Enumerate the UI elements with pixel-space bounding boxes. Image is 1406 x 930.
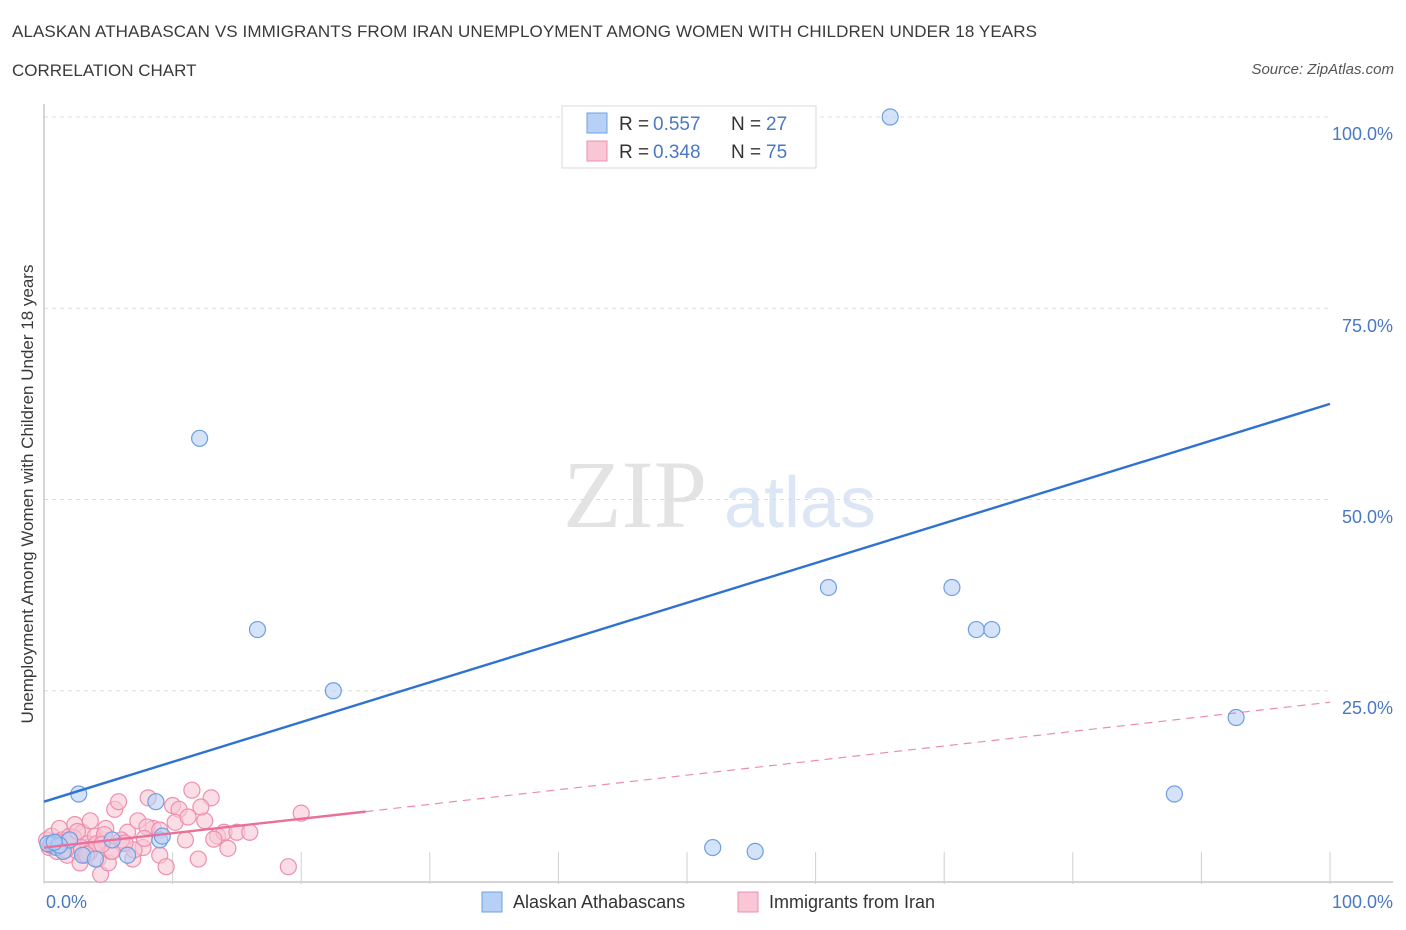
point-iran bbox=[189, 850, 207, 868]
legend-r-value: 0.348 bbox=[653, 142, 701, 163]
legend-swatch-athabascan bbox=[586, 112, 608, 134]
point-athabascan bbox=[86, 850, 105, 868]
point-athabascan bbox=[118, 846, 137, 864]
bottom-legend-label-iran: Immigrants from Iran bbox=[769, 892, 935, 912]
legend-n-value: 27 bbox=[766, 114, 787, 135]
legend-n-value: 75 bbox=[766, 142, 787, 163]
point-athabascan bbox=[967, 620, 985, 639]
point-athabascan bbox=[746, 842, 764, 861]
trendline-iran bbox=[43, 810, 366, 849]
point-iran bbox=[176, 831, 195, 849]
point-athabascan bbox=[248, 620, 267, 639]
point-iran bbox=[179, 808, 197, 826]
x-tick-label: 100.0% bbox=[1332, 892, 1393, 912]
point-athabascan bbox=[191, 429, 209, 447]
source-label: Source: ZipAtlas.com bbox=[1251, 61, 1394, 78]
legend-r-label: R = bbox=[619, 142, 649, 163]
point-iran bbox=[192, 798, 210, 816]
bottom-legend: Alaskan Athabascans Immigrants from Iran bbox=[481, 891, 935, 913]
ticks: 100.0% 75.0% 50.0% 25.0% 0.0% 100.0% bbox=[43, 124, 1393, 912]
y-axis-label: Unemployment Among Women with Children U… bbox=[18, 265, 37, 724]
point-iran bbox=[279, 858, 297, 876]
trendlines bbox=[43, 402, 1331, 849]
point-athabascan bbox=[983, 620, 1001, 639]
legend-n-label: N = bbox=[731, 142, 761, 163]
point-iran bbox=[292, 804, 310, 822]
y-tick-label: 100.0% bbox=[1332, 124, 1393, 144]
point-iran bbox=[219, 839, 237, 857]
watermark-zip: ZIP bbox=[563, 441, 707, 548]
point-iran bbox=[183, 781, 201, 799]
point-athabascan bbox=[704, 838, 722, 857]
point-athabascan bbox=[324, 682, 342, 700]
bottom-legend-swatch-athabascan bbox=[481, 891, 503, 913]
legend-r-value: 0.557 bbox=[653, 114, 701, 135]
watermark: ZIP atlas bbox=[563, 441, 876, 548]
bottom-legend-label-athabascan: Alaskan Athabascans bbox=[513, 892, 685, 912]
legend-r-label: R = bbox=[619, 114, 649, 135]
watermark-atlas: atlas bbox=[724, 463, 876, 543]
chart-title: ALASKAN ATHABASCAN VS IMMIGRANTS FROM IR… bbox=[12, 22, 1038, 41]
legend-box: R = 0.557 N = 27 R = 0.348 N = 75 bbox=[561, 105, 817, 169]
point-iran bbox=[205, 830, 223, 848]
y-tick-label: 50.0% bbox=[1342, 507, 1393, 527]
point-iran bbox=[157, 858, 175, 876]
point-iran bbox=[135, 829, 153, 847]
point-iran bbox=[109, 793, 128, 811]
bottom-legend-swatch-iran bbox=[737, 891, 759, 913]
x-tick-label: 0.0% bbox=[46, 892, 87, 912]
axes bbox=[43, 104, 1393, 883]
grid bbox=[44, 116, 1330, 692]
legend-swatch-iran bbox=[586, 140, 608, 162]
point-iran bbox=[81, 812, 99, 830]
point-athabascan bbox=[147, 793, 165, 811]
point-iran bbox=[241, 823, 259, 841]
point-athabascan bbox=[1165, 785, 1183, 803]
y-tick-label: 25.0% bbox=[1342, 698, 1393, 718]
legend-n-label: N = bbox=[731, 114, 761, 135]
data-points bbox=[37, 108, 1245, 883]
point-athabascan bbox=[1227, 708, 1245, 727]
y-tick-label: 75.0% bbox=[1342, 316, 1393, 336]
point-athabascan bbox=[943, 578, 961, 597]
point-athabascan bbox=[819, 578, 838, 597]
trendline-iran-extension bbox=[365, 701, 1331, 813]
chart-subtitle: CORRELATION CHART bbox=[12, 61, 197, 80]
trendline-athabascan bbox=[43, 402, 1331, 803]
point-athabascan bbox=[881, 108, 899, 126]
